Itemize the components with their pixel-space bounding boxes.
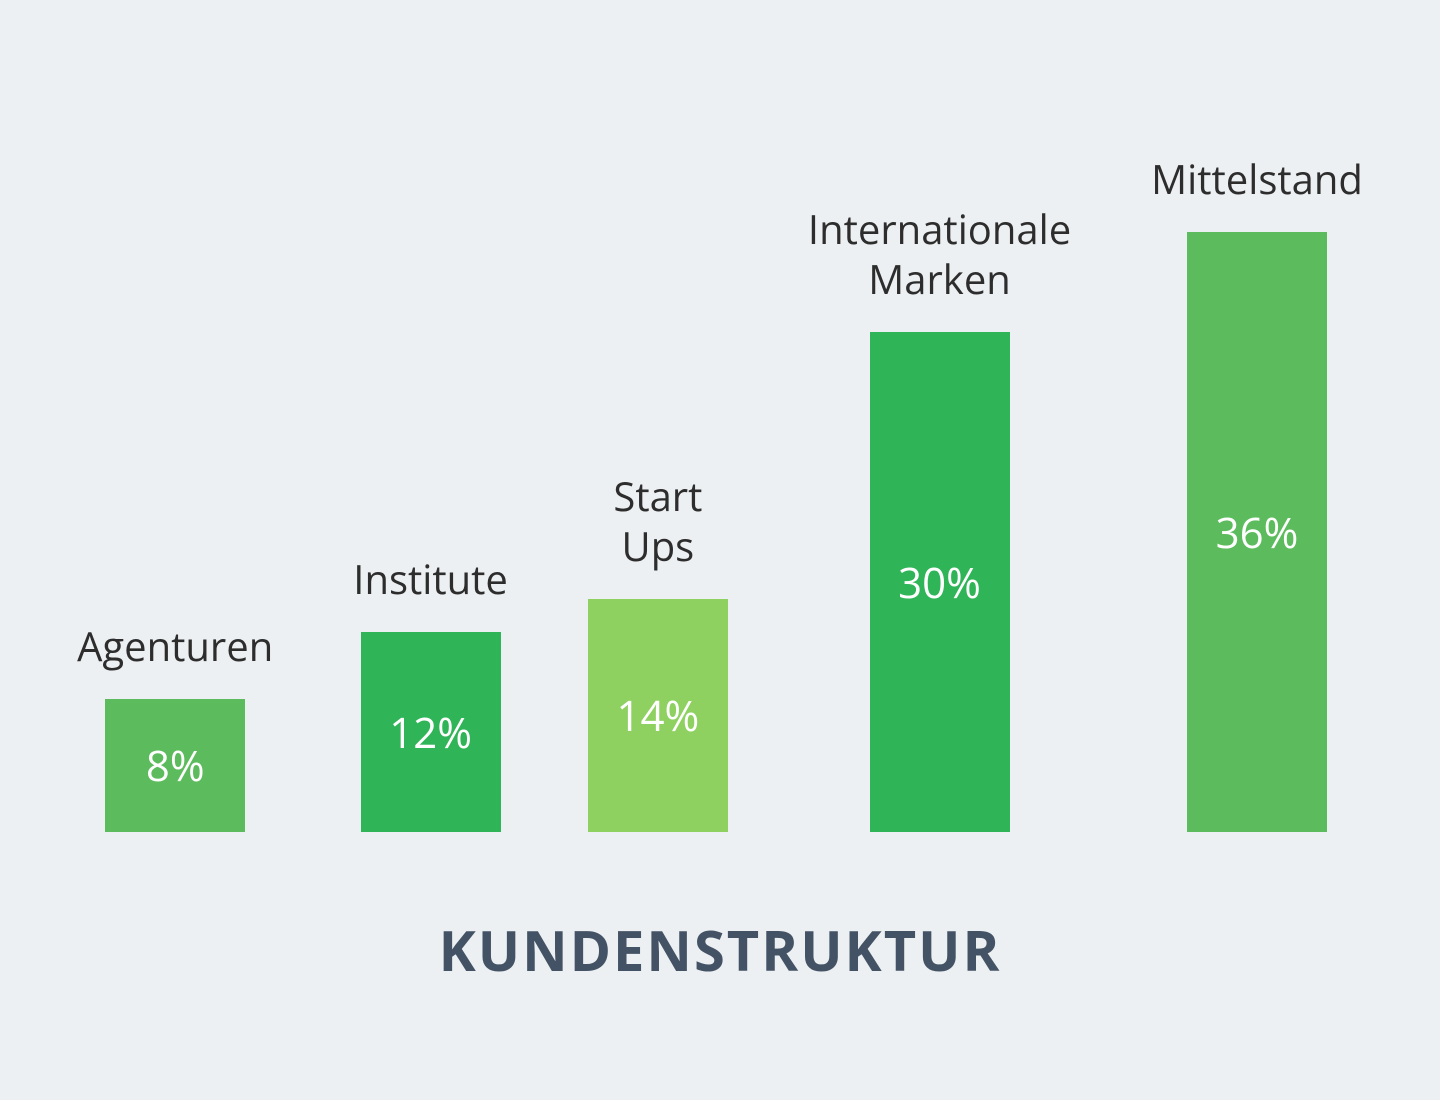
- bar-value: 8%: [146, 737, 205, 794]
- bar: 36%: [1187, 232, 1327, 832]
- bar-value: 36%: [1216, 504, 1299, 561]
- chart-container: Agenturen 8% Institute 12% Start Ups 14%…: [80, 112, 1360, 988]
- bar-label: Institute: [353, 554, 508, 604]
- bar-label: Mittelstand: [1151, 154, 1363, 204]
- bar-value: 30%: [898, 554, 981, 611]
- bar-group-institute: Institute 12%: [353, 112, 508, 832]
- bar-group-agenturen: Agenturen 8%: [77, 112, 273, 832]
- bar-value: 14%: [617, 687, 700, 744]
- bar-value: 12%: [389, 704, 472, 761]
- bars-area: Agenturen 8% Institute 12% Start Ups 14%…: [80, 112, 1360, 832]
- bar-group-startups: Start Ups 14%: [588, 112, 728, 832]
- bar: 8%: [105, 699, 245, 832]
- bar-label: Internationale Marken: [808, 204, 1071, 304]
- bar: 14%: [588, 599, 728, 832]
- bar-group-mittelstand: Mittelstand 36%: [1151, 112, 1363, 832]
- bar-group-internationale-marken: Internationale Marken 30%: [808, 112, 1071, 832]
- chart-title: KUNDENSTRUKTUR: [439, 912, 1002, 988]
- bar: 12%: [361, 632, 501, 832]
- bar-label: Start Ups: [588, 471, 728, 571]
- bar-label: Agenturen: [77, 621, 273, 671]
- bar: 30%: [870, 332, 1010, 832]
